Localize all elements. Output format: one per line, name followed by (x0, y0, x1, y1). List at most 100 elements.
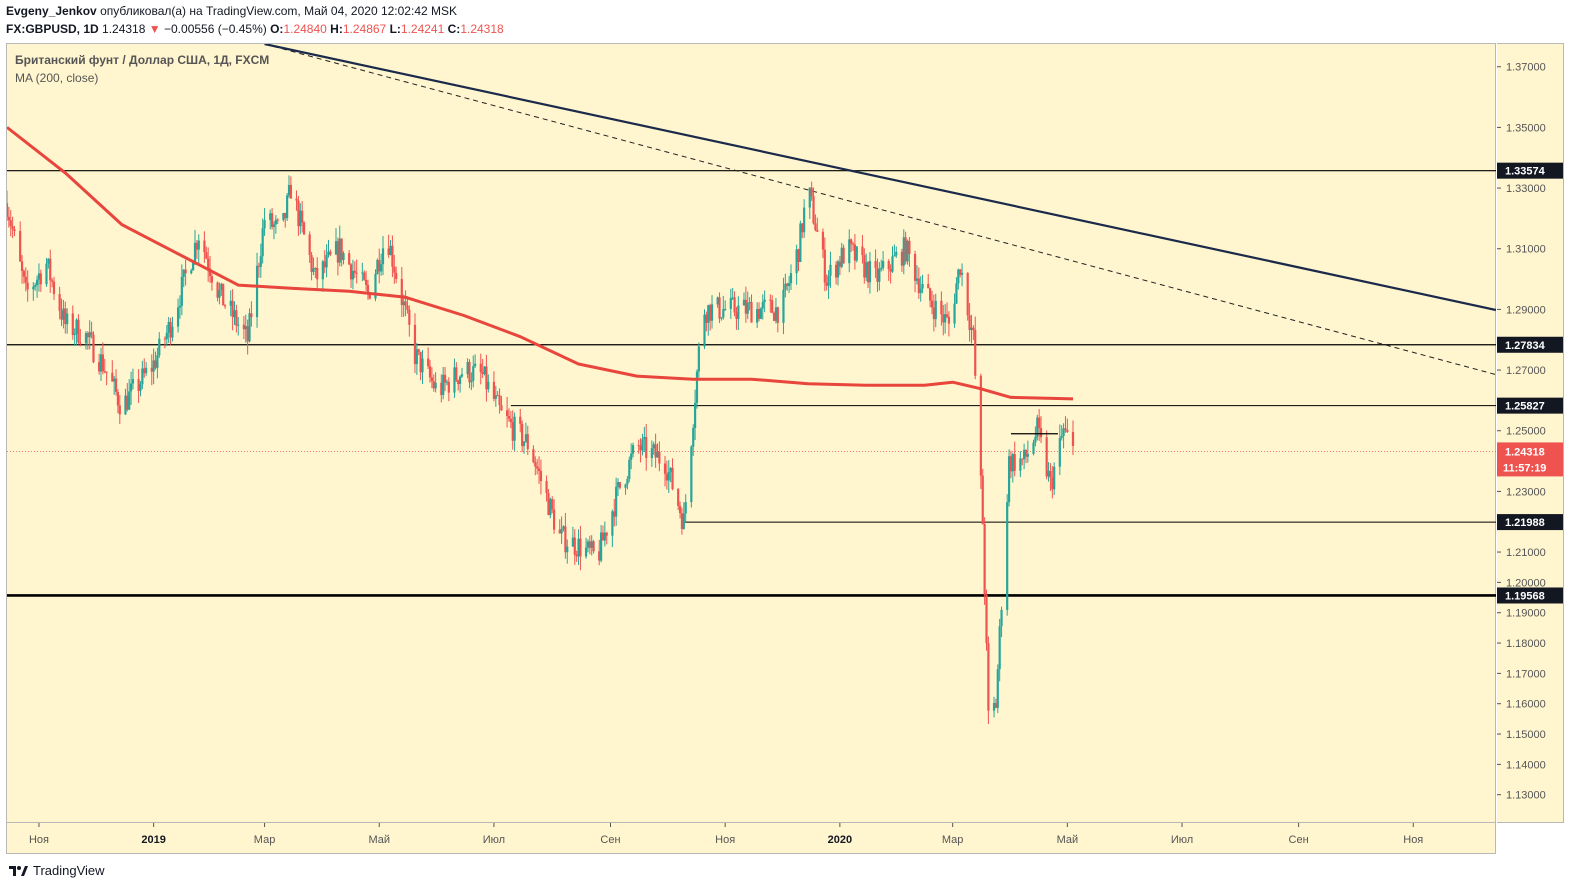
brand-name: TradingView (33, 863, 105, 878)
candle-body (485, 366, 488, 390)
candle-body (891, 256, 894, 272)
candle-body (720, 317, 723, 319)
candle-body (391, 245, 394, 267)
x-tick-label: 2019 (141, 834, 165, 846)
candle-body (98, 362, 101, 372)
author-name[interactable]: Evgeny_Jenkov (6, 4, 97, 18)
candle-body (295, 198, 298, 201)
candle-body (494, 395, 497, 399)
time-axis[interactable] (6, 823, 1496, 854)
candle-body (562, 526, 565, 529)
candle-body (598, 551, 601, 561)
candle-body (32, 286, 35, 290)
candle-body (829, 264, 832, 276)
candle-body (321, 261, 324, 280)
candle-body (784, 283, 787, 290)
candle-body (797, 249, 800, 262)
change-value: −0.00556 (−0.45%) (164, 22, 267, 36)
candle-body (1024, 449, 1028, 457)
candle-body (878, 269, 881, 282)
candle-body (803, 207, 806, 233)
candle-body (244, 326, 247, 330)
candle-body (757, 309, 761, 319)
candle-body (693, 402, 697, 428)
candle-body (233, 310, 236, 318)
x-tick-label: Сен (1289, 834, 1309, 846)
candle-body (618, 482, 621, 488)
candle-body (101, 354, 104, 372)
candle-body (547, 493, 550, 515)
candle-body (129, 383, 133, 392)
candle-body (1053, 466, 1056, 490)
candle-body (566, 546, 569, 553)
candle-body (208, 268, 212, 277)
candle-body (709, 305, 712, 321)
candle-body (116, 391, 120, 406)
candle-body (51, 280, 54, 282)
candle-body (810, 187, 813, 197)
candle-body (195, 242, 198, 250)
candle-body (564, 526, 567, 553)
open-value: 1.24840 (283, 22, 327, 36)
candle-body (921, 283, 924, 289)
candle-body (316, 267, 319, 280)
candle-body (37, 273, 41, 280)
candle-body (79, 342, 82, 344)
candle-body (929, 288, 932, 301)
candle-body (895, 251, 898, 256)
candle-body (178, 305, 182, 308)
candle-body (458, 376, 462, 385)
y-tick-label: 1.29000 (1506, 304, 1546, 316)
candle-body (838, 261, 841, 267)
candle-body (334, 241, 338, 255)
candle-body (428, 366, 432, 378)
candle-body (690, 446, 693, 503)
candle-body (970, 327, 973, 331)
footer-brand[interactable]: TradingView (8, 863, 105, 878)
candle-body (575, 554, 578, 557)
open-label: O: (270, 22, 284, 36)
x-tick-label: Июл (1171, 834, 1193, 846)
candle-body (930, 300, 934, 308)
x-tick-label: Май (368, 834, 390, 846)
candle-body (368, 293, 371, 299)
candle-body (338, 238, 341, 263)
candle-body (35, 279, 39, 286)
candle-body (840, 247, 843, 267)
candle-body (500, 405, 503, 411)
candle-body (90, 332, 93, 335)
candle-body (1062, 428, 1065, 437)
candle-body (75, 319, 78, 334)
candle-body (549, 499, 552, 515)
candle-body (855, 246, 858, 261)
candle-body (631, 445, 635, 454)
candle-body (261, 228, 264, 257)
candle-body (771, 300, 774, 313)
candle-body (603, 532, 606, 541)
candle-body (389, 245, 392, 255)
candle-body (7, 216, 10, 221)
candle-body (483, 366, 486, 374)
candle-body (677, 489, 680, 506)
candle-body (457, 380, 460, 385)
y-tick-label: 1.18000 (1506, 638, 1546, 650)
candle-body (479, 363, 482, 373)
candle-body (942, 314, 945, 323)
candle-body (152, 360, 155, 372)
candle-body (231, 300, 234, 318)
candle-body (286, 195, 289, 219)
candle-body (445, 381, 449, 383)
candle-body (88, 332, 91, 338)
chart-plot-area[interactable] (6, 43, 1496, 823)
candle-body (917, 278, 920, 294)
candle-body (944, 314, 947, 323)
candle-body (408, 309, 411, 325)
candle-body (145, 367, 148, 374)
candle-body (1034, 436, 1037, 443)
candle-body (141, 368, 144, 385)
candle-body (953, 303, 956, 324)
candle-body (92, 334, 95, 363)
candle-body (735, 312, 738, 319)
level-price-tag (1497, 397, 1563, 414)
candle-body (447, 381, 450, 393)
